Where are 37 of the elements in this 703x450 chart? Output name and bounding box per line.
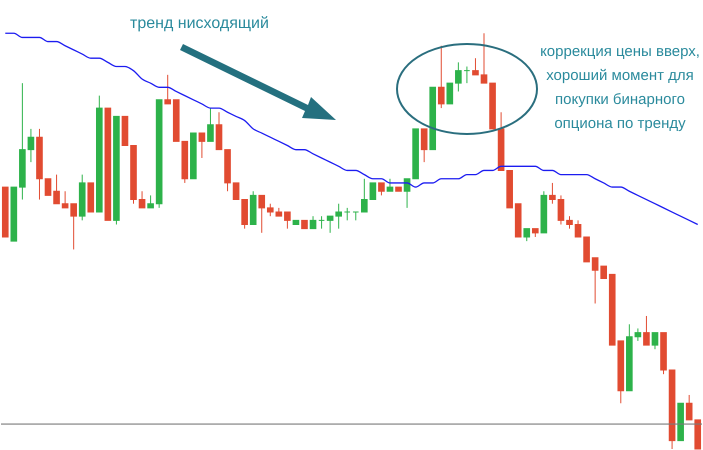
text: тренд нисходящий xyxy=(130,14,269,34)
candlestick xyxy=(634,328,642,342)
candlestick xyxy=(344,207,351,221)
candlestick xyxy=(326,216,334,234)
candlestick xyxy=(420,128,428,163)
candlestick xyxy=(386,178,394,192)
candlestick xyxy=(361,178,368,213)
candlestick xyxy=(370,182,376,200)
candlestick xyxy=(652,332,658,350)
candlestick xyxy=(378,182,385,196)
candlestick xyxy=(284,212,291,230)
candlestick xyxy=(70,203,77,250)
candlestick xyxy=(600,266,608,280)
candlestick xyxy=(266,203,274,217)
candlestick xyxy=(310,216,316,230)
candlestick xyxy=(28,128,34,163)
candlestick xyxy=(62,190,68,208)
candlestick xyxy=(232,182,240,200)
candlestick xyxy=(352,212,360,221)
candlestick xyxy=(404,178,410,208)
candlestick xyxy=(455,62,462,92)
candlestick xyxy=(164,74,172,104)
candlestick xyxy=(523,228,530,242)
candlestick xyxy=(335,203,342,230)
candlestick xyxy=(592,257,598,304)
candlestick xyxy=(207,108,214,142)
candlestick xyxy=(549,182,556,204)
candlestick xyxy=(438,45,445,109)
candlestick xyxy=(147,194,154,208)
candlestick xyxy=(446,82,454,104)
candlestick xyxy=(686,394,692,420)
candlestick xyxy=(643,315,650,346)
candlestick xyxy=(198,132,206,158)
candlestick xyxy=(464,66,470,84)
candlestick xyxy=(318,216,325,230)
candlestick xyxy=(258,194,266,234)
annotation: коррекция цены вверх, хороший момент для покупки бинарного опциона по тренду xyxy=(540,42,700,134)
